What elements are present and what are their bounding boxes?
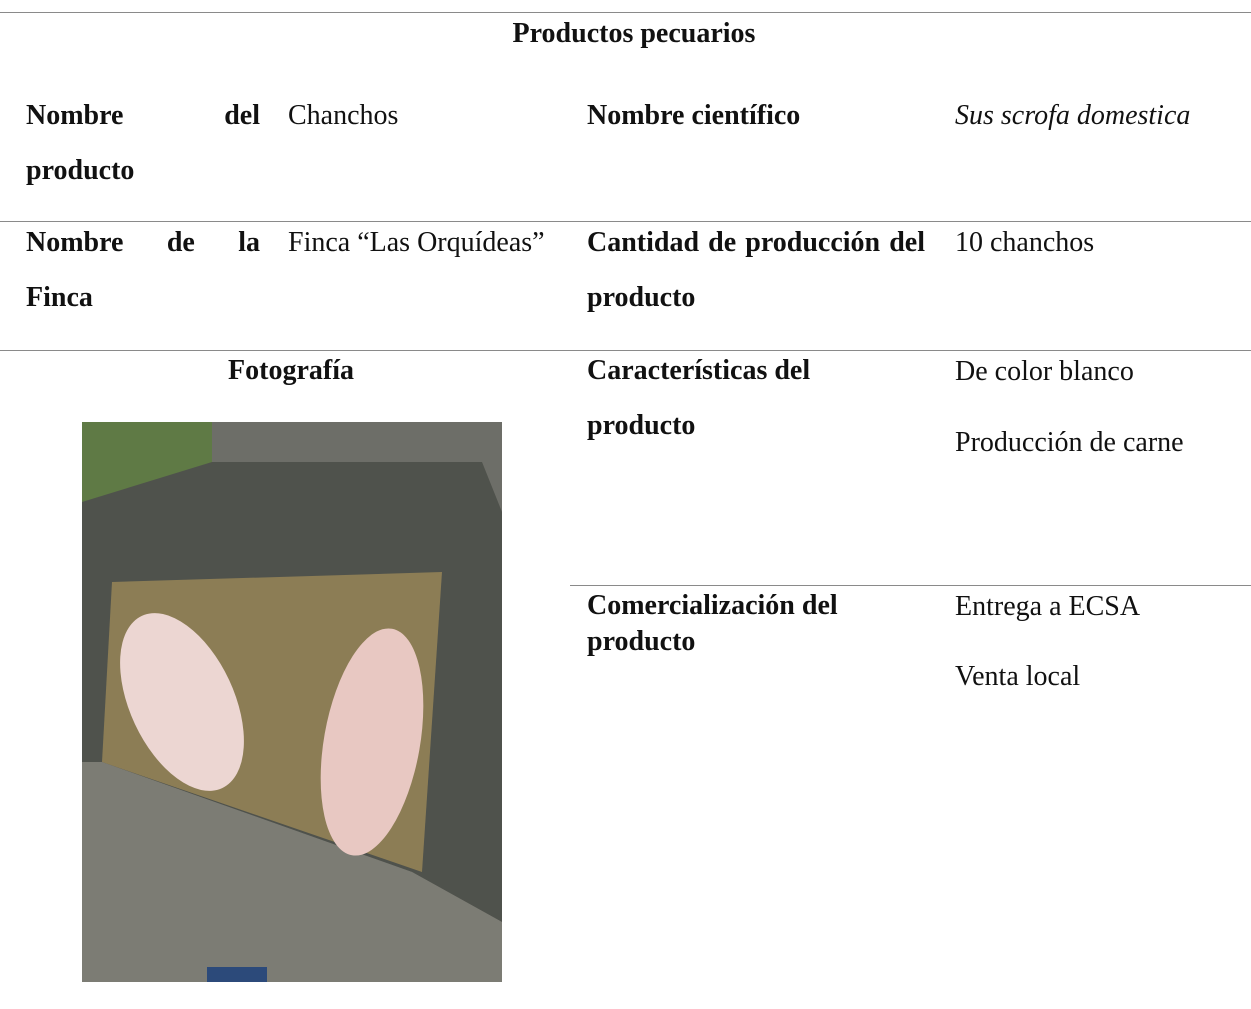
row-label: Nombre científico (587, 100, 801, 131)
row-rule (0, 221, 1251, 222)
row-value: Chanchos (288, 100, 399, 131)
shoe (207, 967, 267, 982)
top-rule (0, 12, 1251, 13)
row-label: Nombre del producto (26, 100, 260, 186)
pen-ledge (82, 762, 502, 982)
row-label: Cantidad de producción del producto (587, 227, 925, 313)
value-item: De color blanco (955, 356, 1134, 387)
row-label: Comercialización del producto (587, 590, 838, 657)
value-item: Producción de carne (955, 427, 1184, 458)
value-item: Entrega a ECSA (955, 591, 1141, 622)
row-label: Nombre de la Finca (26, 227, 260, 313)
photo-label: Fotografía (228, 355, 354, 386)
row-value: 10 chanchos (955, 227, 1095, 258)
value-list: Entrega a ECSA Venta local (955, 572, 1251, 712)
row-value: Sus scrofa domestica (955, 100, 1191, 131)
row-rule (570, 585, 1251, 586)
row-label: Características del producto (587, 355, 811, 441)
pig (120, 613, 244, 791)
table-title: Productos pecuarios (512, 18, 756, 49)
row-value: Finca “Las Orquídeas” (288, 227, 545, 258)
value-item: Venta local (955, 661, 1081, 692)
pig (320, 628, 424, 856)
photo (82, 422, 502, 982)
row-rule (0, 350, 1251, 351)
value-list: De color blanco Producción de carne (955, 336, 1251, 478)
